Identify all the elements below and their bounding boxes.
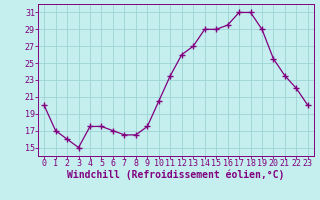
X-axis label: Windchill (Refroidissement éolien,°C): Windchill (Refroidissement éolien,°C) — [67, 170, 285, 180]
